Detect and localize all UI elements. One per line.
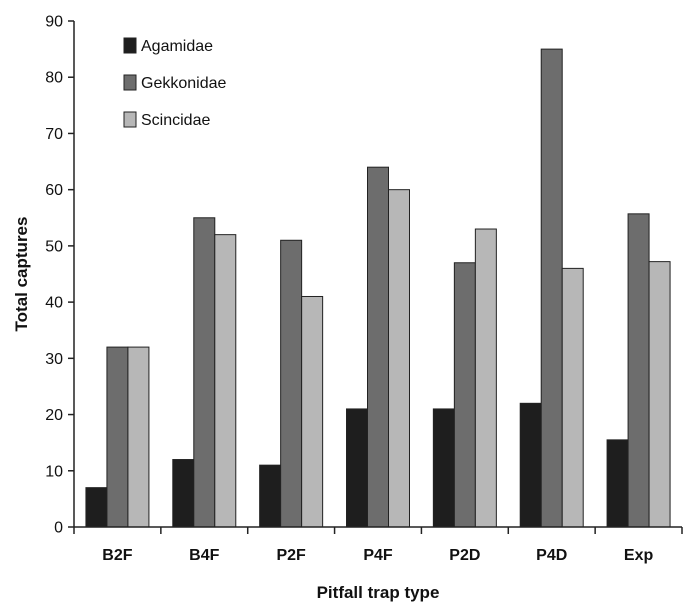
- x-tick-label: P2F: [276, 547, 306, 564]
- y-tick-label: 10: [45, 463, 63, 480]
- y-axis-title: Total captures: [12, 217, 31, 332]
- bar-scincidae-p2d: [474, 228, 497, 528]
- x-tick-label: B4F: [189, 547, 219, 564]
- legend-label-gekkonidae: Gekkonidae: [141, 75, 226, 92]
- bar-agamidae-p2d: [432, 408, 455, 528]
- bar-gekkonidae-p2f: [280, 239, 303, 528]
- x-tick-label: P2D: [449, 547, 480, 564]
- bars-layer: [85, 48, 671, 528]
- x-axis-title: Pitfall trap type: [317, 583, 440, 602]
- x-tick-label: Exp: [624, 547, 654, 564]
- legend-swatch-agamidae: [123, 37, 137, 54]
- bar-scincidae-p4d: [561, 267, 584, 528]
- bar-agamidae-p4d: [519, 402, 542, 528]
- x-tick-label: B2F: [102, 547, 132, 564]
- legend-label-scincidae: Scincidae: [141, 112, 210, 129]
- y-tick-label: 90: [45, 14, 63, 31]
- bar-agamidae-b2f: [85, 487, 108, 528]
- bar-scincidae-p2f: [301, 295, 324, 528]
- y-tick-label: 0: [54, 520, 63, 537]
- bar-gekkonidae-exp: [627, 213, 650, 528]
- bar-agamidae-b4f: [172, 459, 195, 528]
- bar-gekkonidae-b4f: [193, 217, 216, 528]
- bar-scincidae-p4f: [388, 189, 410, 528]
- bar-gekkonidae-p2d: [453, 262, 476, 528]
- bar-agamidae-p4f: [346, 408, 368, 528]
- bar-gekkonidae-p4d: [540, 48, 563, 528]
- y-tick-label: 80: [45, 70, 63, 87]
- x-tick-label: P4F: [363, 547, 393, 564]
- axes-layer: [73, 21, 682, 528]
- y-tick-label: 50: [45, 238, 63, 255]
- y-tick-label: 60: [45, 182, 63, 199]
- bar-scincidae-exp: [648, 261, 671, 528]
- bar-scincidae-b4f: [214, 234, 237, 528]
- bar-gekkonidae-p4f: [367, 166, 389, 528]
- y-tick-label: 20: [45, 407, 63, 424]
- bar-scincidae-b2f: [127, 346, 150, 528]
- y-tick-label: 30: [45, 351, 63, 368]
- y-ticks: 0 10 20 30 40 50 60 70 80 90: [45, 14, 74, 537]
- legend: Agamidae Gekkonidae Scincidae: [123, 37, 226, 129]
- y-tick-label: 40: [45, 295, 63, 312]
- bar-gekkonidae-b2f: [106, 346, 129, 528]
- x-ticks: B2F B4F P2F P4F P2D P4D Exp: [73, 527, 683, 564]
- legend-swatch-scincidae: [123, 111, 137, 128]
- legend-label-agamidae: Agamidae: [141, 38, 213, 55]
- legend-swatch-gekkonidae: [123, 74, 137, 91]
- bar-agamidae-exp: [606, 439, 629, 528]
- x-tick-label: P4D: [536, 547, 567, 564]
- y-tick-label: 70: [45, 126, 63, 143]
- bar-agamidae-p2f: [259, 464, 282, 528]
